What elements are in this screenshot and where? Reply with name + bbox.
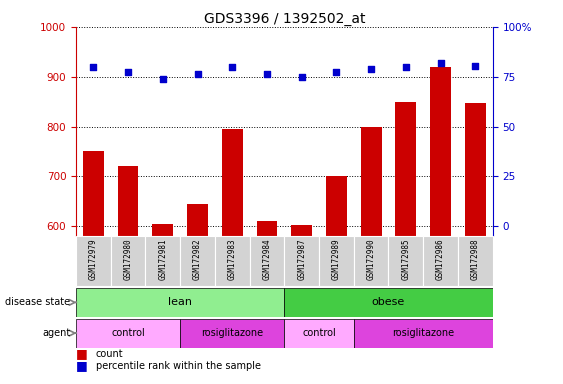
Bar (465, 103, 486, 384)
Bar (284, 236, 319, 286)
Text: GSM172986: GSM172986 (436, 239, 445, 280)
Text: GSM172987: GSM172987 (297, 239, 306, 280)
Bar (249, 236, 284, 286)
Text: obese: obese (372, 297, 405, 308)
Text: GSM172980: GSM172980 (124, 239, 132, 280)
Text: control: control (302, 328, 336, 338)
Text: rosiglitazone: rosiglitazone (201, 328, 263, 338)
Bar (354, 236, 388, 286)
Text: control: control (111, 328, 145, 338)
Point (193, 71, 202, 77)
Text: percentile rank within the sample: percentile rank within the sample (96, 361, 261, 371)
Point (89, 64, 98, 70)
Bar (180, 319, 284, 348)
Bar (423, 236, 458, 286)
Bar (319, 236, 354, 286)
Bar (215, 236, 249, 286)
Text: GSM172989: GSM172989 (332, 239, 341, 280)
Bar (153, 224, 173, 384)
Bar (83, 151, 104, 384)
Point (332, 69, 341, 75)
Title: GDS3396 / 1392502_at: GDS3396 / 1392502_at (204, 12, 365, 26)
Text: GSM172983: GSM172983 (228, 239, 236, 280)
Point (367, 66, 376, 72)
Bar (187, 204, 208, 384)
Text: ■: ■ (76, 347, 88, 360)
Bar (430, 67, 451, 384)
Point (262, 71, 271, 77)
Bar (291, 225, 312, 384)
Bar (326, 176, 347, 384)
Bar (395, 102, 416, 384)
Point (158, 76, 167, 82)
Text: GSM172981: GSM172981 (158, 239, 167, 280)
Text: ■: ■ (76, 359, 88, 372)
Bar (388, 236, 423, 286)
Text: lean: lean (168, 297, 192, 308)
Bar (458, 236, 493, 286)
Point (297, 74, 306, 80)
Bar (180, 236, 215, 286)
Bar (145, 236, 180, 286)
Bar (118, 166, 138, 384)
Bar (76, 288, 284, 317)
Text: disease state: disease state (5, 297, 70, 308)
Text: rosiglitazone: rosiglitazone (392, 328, 454, 338)
Bar (257, 221, 278, 384)
Point (471, 63, 480, 69)
Point (124, 69, 133, 75)
Bar (284, 319, 354, 348)
Bar (111, 236, 145, 286)
Text: GSM172982: GSM172982 (193, 239, 202, 280)
Point (227, 64, 237, 70)
Bar (76, 236, 111, 286)
Text: GSM172985: GSM172985 (401, 239, 410, 280)
Bar (354, 319, 493, 348)
Bar (284, 288, 493, 317)
Text: GSM172990: GSM172990 (367, 239, 376, 280)
Point (401, 64, 410, 70)
Text: GSM172979: GSM172979 (89, 239, 98, 280)
Bar (222, 129, 243, 384)
Text: count: count (96, 349, 123, 359)
Bar (361, 127, 382, 384)
Point (436, 60, 445, 66)
Text: agent: agent (42, 328, 70, 338)
Text: GSM172988: GSM172988 (471, 239, 480, 280)
Text: GSM172984: GSM172984 (262, 239, 271, 280)
Bar (76, 319, 180, 348)
